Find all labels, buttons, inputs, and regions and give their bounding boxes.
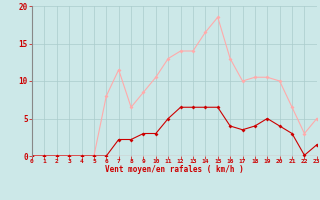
- X-axis label: Vent moyen/en rafales ( km/h ): Vent moyen/en rafales ( km/h ): [105, 165, 244, 174]
